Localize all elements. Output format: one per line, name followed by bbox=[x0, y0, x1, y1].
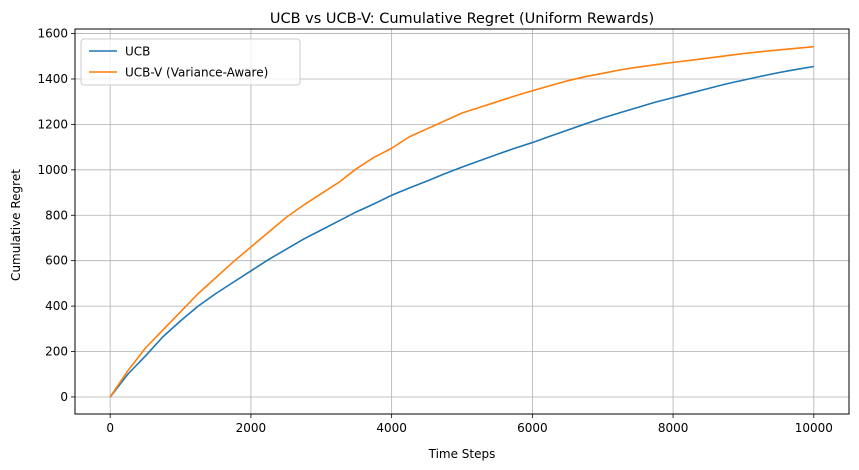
y-tick-label: 200 bbox=[45, 345, 68, 359]
x-tick-label: 0 bbox=[106, 421, 114, 435]
y-tick-label: 1400 bbox=[37, 72, 68, 86]
y-tick-label: 1000 bbox=[37, 163, 68, 177]
series-line-ucbv bbox=[109, 45, 814, 398]
x-tick-label: 8000 bbox=[658, 421, 689, 435]
legend-box bbox=[80, 38, 301, 86]
legend: UCB UCB-V (Variance-Aware) bbox=[80, 38, 301, 86]
legend-label-ucb: UCB bbox=[125, 45, 150, 59]
x-tick-label: 2000 bbox=[236, 421, 267, 435]
legend-label-ucbv: UCB-V (Variance-Aware) bbox=[125, 66, 268, 80]
x-tick-label: 4000 bbox=[376, 421, 407, 435]
x-axis-label: Time Steps bbox=[428, 447, 496, 461]
plot-frame bbox=[74, 28, 850, 415]
y-tick-label: 400 bbox=[45, 299, 68, 313]
y-tick-label: 0 bbox=[60, 390, 68, 404]
chart-title: UCB vs UCB-V: Cumulative Regret (Uniform… bbox=[270, 11, 654, 27]
series-lines bbox=[109, 45, 814, 398]
y-tick-label: 800 bbox=[45, 208, 68, 222]
y-tick-label: 600 bbox=[45, 254, 68, 268]
y-tick-label: 1600 bbox=[37, 27, 68, 41]
x-tick-label: 6000 bbox=[517, 421, 548, 435]
series-line-ucb bbox=[109, 65, 814, 398]
axis-ticks: 0 2000 4000 6000 8000 10000 0 200 400 600 800 1000 1… bbox=[37, 27, 832, 435]
x-tick-label: 10000 bbox=[795, 421, 833, 435]
grid bbox=[75, 29, 849, 414]
y-tick-label: 1200 bbox=[37, 117, 68, 131]
y-axis-label: Cumulative Regret bbox=[9, 169, 23, 281]
